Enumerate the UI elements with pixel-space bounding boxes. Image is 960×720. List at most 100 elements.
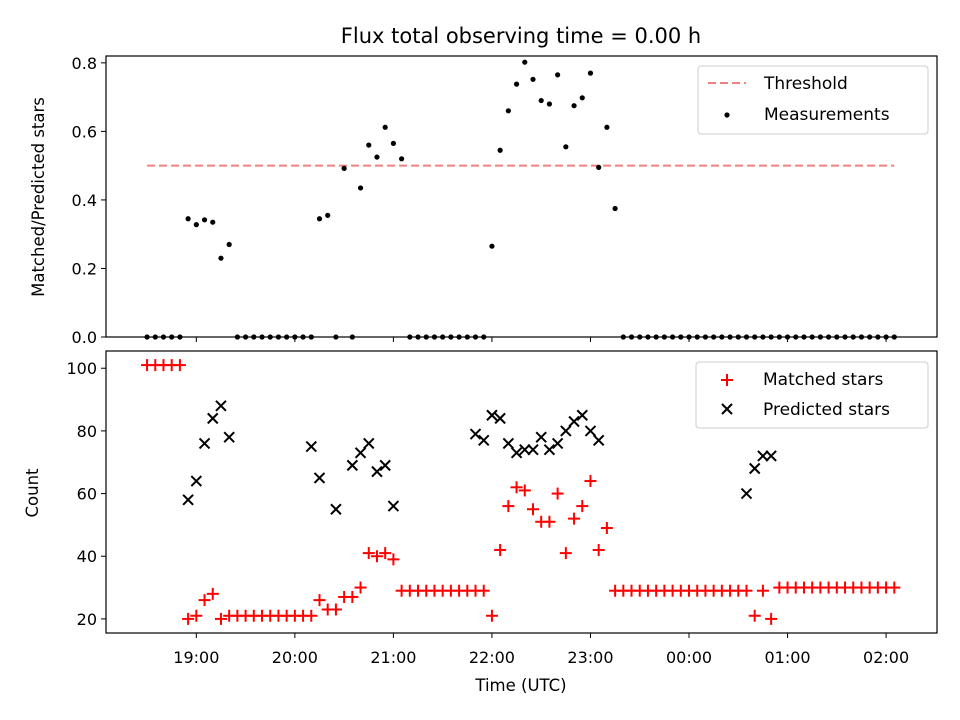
matched-star-marker <box>551 487 564 500</box>
legend-threshold-label: Threshold <box>763 74 848 94</box>
measurement-point <box>374 154 380 160</box>
matched-star-marker <box>568 512 581 525</box>
chart-title: Flux total observing time = 0.00 h <box>341 24 701 48</box>
matched-star-marker <box>329 603 342 616</box>
matched-star-marker <box>510 481 523 494</box>
bottom-panel: 20 40 60 80 100 19:00 20:00 21:00 22:00 23:00 00:… <box>23 350 938 695</box>
measurement-point <box>218 255 224 261</box>
measurement-point <box>522 59 528 65</box>
predicted-star-marker <box>469 428 482 440</box>
predicted-star-marker <box>354 447 367 459</box>
matched-star-marker <box>354 581 367 594</box>
predicted-star-marker <box>207 412 219 425</box>
matched-star-marker <box>346 590 359 603</box>
predicted-star-marker <box>748 462 761 475</box>
measurement-point <box>587 70 594 76</box>
measurement-point <box>555 72 561 78</box>
matched-star-marker <box>526 503 539 516</box>
bottom-xtick-label: 01:00 <box>764 648 810 667</box>
bottom-xtick-label: 22:00 <box>469 648 515 667</box>
predicted-star-marker <box>215 400 227 412</box>
measurement-point <box>390 140 397 146</box>
measurement-point <box>210 219 216 225</box>
matched-star-marker <box>190 609 203 622</box>
predicted-star-marker <box>592 434 605 447</box>
measurement-point <box>341 165 347 171</box>
matched-star-marker <box>387 553 400 566</box>
predicted-star-marker <box>330 503 342 515</box>
matched-star-marker <box>576 500 589 513</box>
predicted-star-marker <box>551 437 564 450</box>
top-ylabel: Matched/Predicted stars <box>29 97 48 297</box>
matched-star-marker <box>600 522 613 535</box>
predicted-star-marker <box>765 450 777 462</box>
matched-star-marker <box>313 594 326 607</box>
bottom-ytick-label: 20 <box>77 610 97 629</box>
legend-matched-label: Matched stars <box>763 370 883 390</box>
bottom-xtick-label: 20:00 <box>272 648 318 667</box>
matched-star-marker <box>494 543 507 556</box>
matched-star-marker <box>502 500 515 513</box>
bottom-ytick-label: 40 <box>77 547 97 566</box>
predicted-star-marker <box>223 431 235 443</box>
bottom-xtick-label: 23:00 <box>567 648 613 667</box>
bottom-ytick-label: 80 <box>77 422 97 441</box>
predicted-star-marker <box>584 425 597 437</box>
measurement-point <box>357 185 364 191</box>
measurement-point <box>579 95 585 101</box>
predicted-star-marker <box>198 437 211 450</box>
matched-star-marker <box>518 484 531 497</box>
matched-star-marker <box>173 359 186 372</box>
matched-star-marker <box>584 475 597 488</box>
predicted-star-marker <box>527 443 539 456</box>
matched-star-marker <box>206 587 219 600</box>
measurement-point <box>513 81 520 87</box>
measurement-point <box>193 222 199 228</box>
predicted-star-marker <box>568 415 580 428</box>
measurement-point <box>382 124 388 130</box>
matched-star-marker <box>740 584 753 597</box>
matched-star-marker <box>485 609 498 622</box>
measurement-point <box>612 205 618 212</box>
matched-star-marker <box>765 612 778 625</box>
matched-star-marker <box>379 547 392 560</box>
predicted-star-marker <box>387 500 400 512</box>
matched-star-marker <box>362 547 375 560</box>
top-legend-box <box>697 65 929 135</box>
bottom-ytick-label: 60 <box>77 485 97 504</box>
measurement-point <box>325 212 331 218</box>
top-legend: Threshold Measurements <box>697 65 929 135</box>
matched-star-marker <box>370 550 383 563</box>
top-panel: 0.00.20.40.60.8 Matched/Predicted stars … <box>29 54 938 347</box>
bottom-xtick-label: 19:00 <box>173 648 219 667</box>
measurement-point <box>530 76 536 82</box>
predicted-star-marker <box>486 409 498 421</box>
measurement-point <box>538 97 544 104</box>
predicted-star-marker <box>502 437 515 450</box>
top-ytick-label: 0.0 <box>72 328 97 347</box>
matched-star-marker <box>182 612 195 625</box>
matched-star-marker <box>543 515 556 528</box>
measurement-point <box>366 142 372 148</box>
measurement-point <box>546 101 553 107</box>
legend-measurements-label: Measurements <box>764 105 890 125</box>
bottom-xtick-label: 02:00 <box>863 648 909 667</box>
predicted-star-marker <box>182 494 194 506</box>
top-ytick-label: 0.2 <box>72 259 97 278</box>
predicted-star-marker <box>757 450 769 462</box>
measurement-point <box>316 216 323 222</box>
matched-star-marker <box>559 547 572 560</box>
predicted-star-marker <box>576 409 588 421</box>
matched-star-marker <box>592 543 605 556</box>
measurement-point <box>399 156 405 162</box>
matched-star-marker <box>477 584 490 597</box>
matched-star-marker <box>305 609 318 622</box>
matched-star-marker <box>888 581 901 594</box>
predicted-star-marker <box>510 447 523 459</box>
measurement-point <box>185 216 191 222</box>
bottom-xtick-label: 21:00 <box>370 648 416 667</box>
predicted-star-marker <box>379 459 391 472</box>
predicted-star-marker <box>346 459 359 472</box>
bottom-legend: Matched stars Predicted stars <box>695 361 929 429</box>
